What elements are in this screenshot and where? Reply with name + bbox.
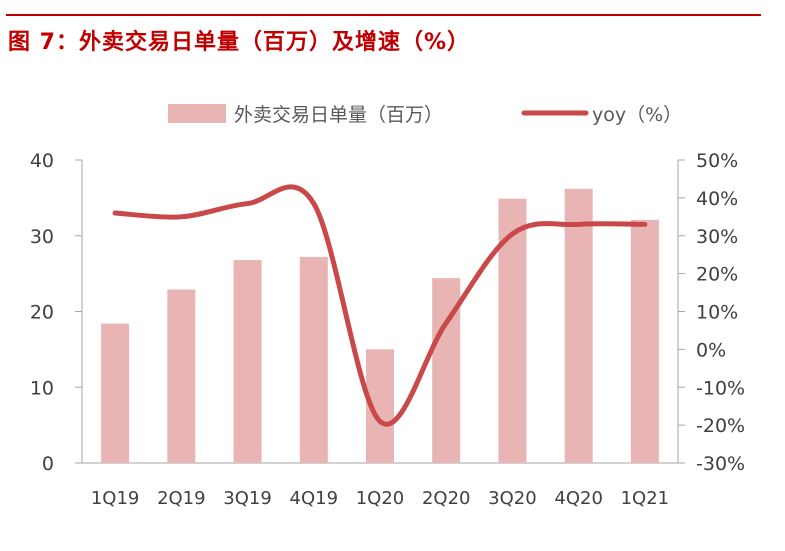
top-rule [6,14,761,16]
right-tick-label: 50% [696,150,738,172]
bar-3Q20 [498,198,527,463]
legend-bar-label: 外卖交易日单量（百万） [234,104,443,126]
left-tick-label: 10 [30,377,54,399]
right-tick-label: 40% [696,188,738,210]
bar-1Q19 [101,323,130,463]
x-tick-label-2Q19: 2Q19 [157,488,206,509]
x-tick-label-1Q20: 1Q20 [356,488,405,509]
right-tick-label: -30% [696,453,745,475]
bars [101,188,659,463]
left-tick-label: 30 [30,226,54,248]
left-tick-label: 0 [42,453,54,475]
right-tick-label: 10% [696,302,738,324]
bar-4Q20 [564,188,593,463]
x-tick-label-3Q20: 3Q20 [488,488,537,509]
right-tick-label: 30% [696,226,738,248]
bar-1Q21 [630,219,659,463]
bar-2Q19 [167,289,196,463]
right-tick-label: -10% [696,377,745,399]
legend-line-label: yoy（%） [592,104,682,126]
legend: 外卖交易日单量（百万） yoy（%） [168,104,682,126]
x-tick-label-4Q19: 4Q19 [290,488,339,509]
left-tick-label: 20 [30,302,54,324]
axes: 0 10 20 30 40 -30% -20% -10% 0% 10% 20% 30% 40% 50% [30,150,745,475]
x-tick-label-2Q20: 2Q20 [422,488,471,509]
x-tick-label-1Q19: 1Q19 [91,488,140,509]
left-tick-label: 40 [30,150,54,172]
yoy-line [112,184,648,427]
legend-bar-swatch [168,104,226,123]
figure-title: 图 7：外卖交易日单量（百万）及增速（%） [8,30,471,55]
bar-4Q19 [299,256,328,463]
yoy-line-path [112,184,648,427]
right-tick-label: 20% [696,264,738,286]
x-tick-label-1Q21: 1Q21 [621,488,670,509]
x-tick-label-4Q20: 4Q20 [554,488,603,509]
x-tick-labels: 1Q19 2Q19 3Q19 4Q19 1Q20 2Q20 3Q20 4Q20 1Q21 [91,488,669,509]
x-tick-label-3Q19: 3Q19 [223,488,272,509]
right-tick-label: -20% [696,415,745,437]
right-tick-label: 0% [696,339,726,361]
bar-3Q19 [233,259,262,463]
